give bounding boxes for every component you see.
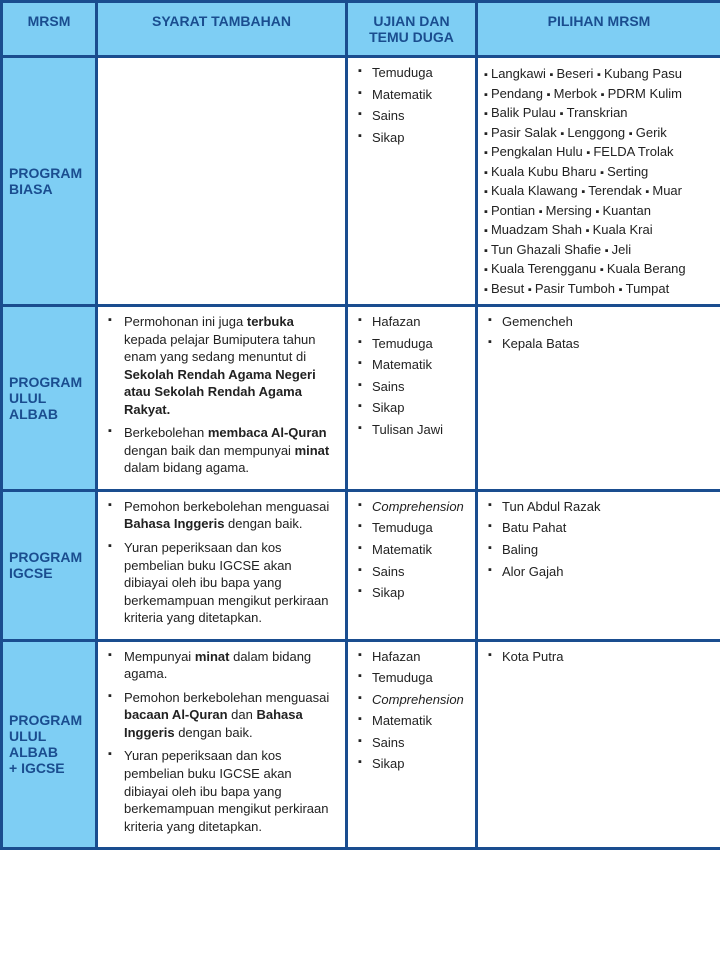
program-cell: PROGRAMBIASA bbox=[2, 57, 97, 306]
mrsm-table: MRSM SYARAT TAMBAHAN UJIAN DAN TEMU DUGA… bbox=[0, 0, 720, 850]
header-ujian: UJIAN DAN TEMU DUGA bbox=[347, 2, 477, 57]
pilihan-cell: Langkawi Beseri Kubang Pasu Pendang Merb… bbox=[477, 57, 720, 306]
syarat-cell: Mempunyai minat dalam bidang agama.Pemoh… bbox=[97, 640, 347, 848]
syarat-cell: Permohonan ini juga terbuka kepada pelaj… bbox=[97, 306, 347, 491]
ujian-cell: TemudugaMatematikSainsSikap bbox=[347, 57, 477, 306]
header-pilihan: PILIHAN MRSM bbox=[477, 2, 720, 57]
program-cell: PROGRAMULULALBAB bbox=[2, 306, 97, 491]
program-cell: PROGRAMULULALBAB+ IGCSE bbox=[2, 640, 97, 848]
syarat-cell: Pemohon berkebolehan menguasai Bahasa In… bbox=[97, 490, 347, 640]
header-syarat: SYARAT TAMBAHAN bbox=[97, 2, 347, 57]
program-cell: PROGRAMIGCSE bbox=[2, 490, 97, 640]
ujian-cell: ComprehensionTemudugaMatematikSainsSikap bbox=[347, 490, 477, 640]
header-mrsm: MRSM bbox=[2, 2, 97, 57]
table-row: PROGRAMULULALBABPermohonan ini juga terb… bbox=[2, 306, 720, 491]
table-row: PROGRAMULULALBAB+ IGCSEMempunyai minat d… bbox=[2, 640, 720, 848]
header-row: MRSM SYARAT TAMBAHAN UJIAN DAN TEMU DUGA… bbox=[2, 2, 720, 57]
pilihan-cell: GemenchehKepala Batas bbox=[477, 306, 720, 491]
table-row: PROGRAMBIASA TemudugaMatematikSainsSikapL… bbox=[2, 57, 720, 306]
syarat-cell bbox=[97, 57, 347, 306]
ujian-cell: HafazanTemudugaMatematikSainsSikapTulisa… bbox=[347, 306, 477, 491]
table-row: PROGRAMIGCSEPemohon berkebolehan menguas… bbox=[2, 490, 720, 640]
ujian-cell: HafazanTemudugaComprehensionMatematikSai… bbox=[347, 640, 477, 848]
pilihan-cell: Tun Abdul RazakBatu PahatBalingAlor Gaja… bbox=[477, 490, 720, 640]
pilihan-cell: Kota Putra bbox=[477, 640, 720, 848]
